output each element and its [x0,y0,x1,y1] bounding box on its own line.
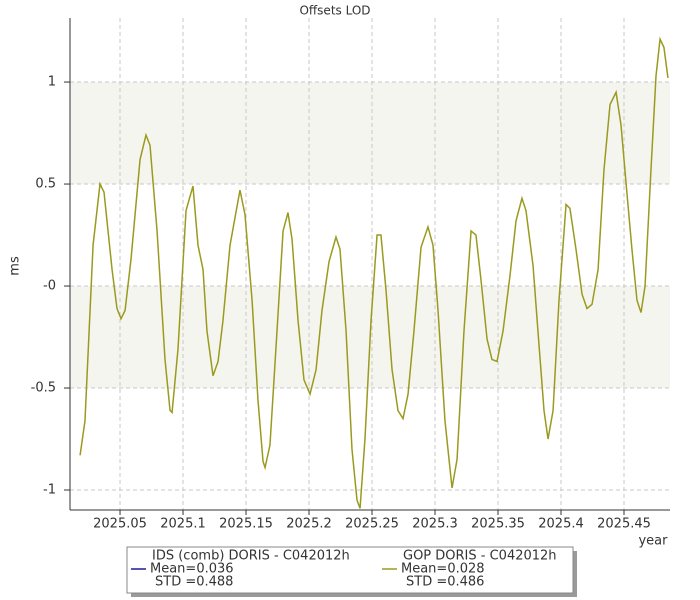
x-tick-label: 2025.35 [471,517,525,532]
x-tick-label: 2025.1 [160,517,206,532]
x-tick-label: 2025.25 [345,517,399,532]
legend-stat: Mean=0.036 [150,562,234,577]
series-line [79,36,669,509]
y-tick-label: -0 [43,279,56,294]
x-tick-label: 2025.2 [286,517,332,532]
y-tick-label: -0.5 [31,381,56,396]
x-tick-label: 2025.4 [538,517,584,532]
x-tick-label: 2025.05 [93,517,147,532]
legend-stat: STD =0.486 [406,575,484,590]
legend-box [126,546,574,594]
x-tick-label: 2025.45 [597,517,651,532]
y-tick-label: 0.5 [35,177,56,192]
band [70,82,670,185]
legend-stat: STD =0.488 [155,575,233,590]
legend: IDS (comb) DORIS - C042012hMean=0.036STD… [126,546,577,597]
chart-title: Offsets LOD [299,4,370,18]
y-tick-label: 1 [48,75,56,90]
x-axis-label: year [638,534,668,549]
legend-label: IDS (comb) DORIS - C042012h [152,549,350,564]
legend-stat: Mean=0.028 [401,562,485,577]
legend-label: GOP DORIS - C042012h [403,549,557,564]
y-axis-label: ms [8,256,23,276]
x-tick-label: 2025.3 [412,517,458,532]
x-tick-label: 2025.15 [219,517,273,532]
y-tick-label: -1 [43,483,56,498]
